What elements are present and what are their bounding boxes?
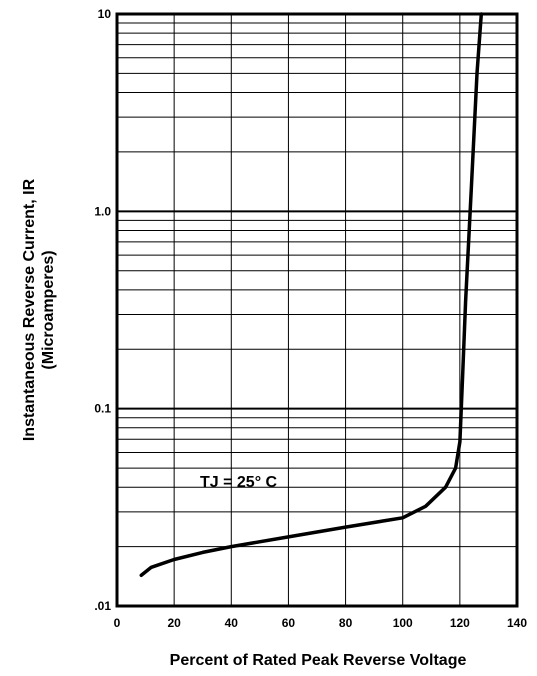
x-axis-title: Percent of Rated Peak Reverse Voltage	[170, 652, 467, 669]
y-axis-title-line1: Instantaneous Reverse Current, IR	[21, 178, 38, 441]
x-tick-label: 0	[114, 616, 121, 630]
y-axis-title-line2: (Microamperes)	[40, 250, 57, 369]
y-tick-label: 10	[98, 7, 112, 21]
x-tick-label: 120	[450, 616, 470, 630]
y-tick-label: .01	[94, 599, 111, 613]
x-tick-label: 60	[282, 616, 296, 630]
y-tick-label: 0.1	[94, 402, 111, 416]
grid	[117, 14, 517, 606]
y-tick-labels: .01 0.1 1.0 10	[94, 7, 111, 613]
junction-temp-annotation: TJ = 25° C	[200, 474, 278, 491]
x-tick-labels: 0 20 40 60 80 100 120 140	[114, 616, 528, 630]
x-tick-label: 100	[393, 616, 413, 630]
x-tick-label: 140	[507, 616, 527, 630]
plot-frame	[115, 12, 519, 608]
x-tick-label: 80	[339, 616, 353, 630]
x-tick-label: 20	[167, 616, 181, 630]
x-tick-label: 40	[225, 616, 239, 630]
reverse-current-curve	[139, 12, 484, 578]
y-tick-label: 1.0	[94, 204, 111, 218]
